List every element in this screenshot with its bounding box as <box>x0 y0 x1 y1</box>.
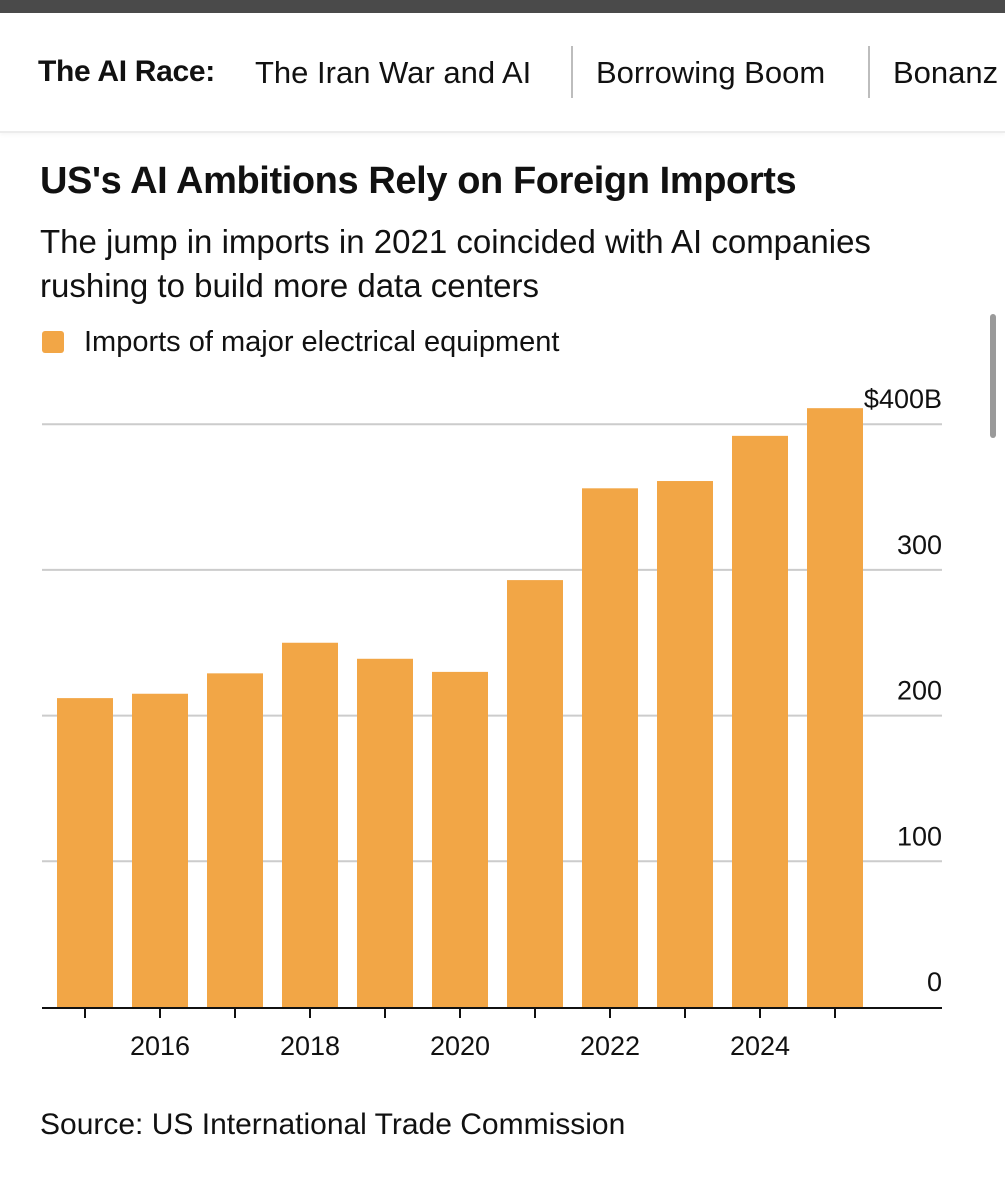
legend-swatch <box>42 331 64 353</box>
y-tick-label-400: $400B <box>864 384 942 414</box>
bar-2024 <box>732 435 788 1008</box>
nav-series-label: The AI Race: <box>38 55 216 88</box>
bar-2015 <box>57 698 113 1007</box>
y-tick-label-0: 0 <box>927 967 942 997</box>
x-tick-label-2016: 2016 <box>130 1031 190 1061</box>
x-tick-label-2022: 2022 <box>580 1031 640 1061</box>
y-tick-label-100: 100 <box>897 821 942 851</box>
chart-legend: Imports of major electrical equipment <box>42 322 559 362</box>
bar-2025 <box>807 408 863 1008</box>
x-tick-label-2024: 2024 <box>730 1031 790 1061</box>
bar-2019 <box>357 658 413 1007</box>
bar-2016 <box>132 693 188 1007</box>
story-navigation: The AI Race: The Iran War and AI Borrowi… <box>0 13 1005 133</box>
x-tick-label-2020: 2020 <box>430 1031 490 1061</box>
scrollbar[interactable] <box>990 314 996 438</box>
bar-2022 <box>582 488 638 1007</box>
chart-title: US's AI Ambitions Rely on Foreign Import… <box>40 160 797 202</box>
bar-2020 <box>432 671 488 1007</box>
chart-subtitle: The jump in imports in 2021 coincided wi… <box>40 223 871 304</box>
bar-2023 <box>657 481 713 1007</box>
chart-source: Source: US International Trade Commissio… <box>40 1108 626 1141</box>
nav-link-borrowing-boom[interactable]: Borrowing Boom <box>596 55 826 90</box>
nav-divider <box>571 46 573 98</box>
top-bar <box>0 0 1005 13</box>
nav-link-bonanza[interactable]: Bonanz <box>893 55 999 90</box>
y-tick-label-200: 200 <box>897 676 942 706</box>
bar-2017 <box>207 673 263 1007</box>
bar-chart: 2016 2018 2020 2022 2024 0 100 200 300 $400B <box>42 384 942 1061</box>
y-tick-label-300: 300 <box>897 530 942 560</box>
bar-2021 <box>507 580 563 1007</box>
x-tick-label-2018: 2018 <box>280 1031 340 1061</box>
legend-label: Imports of major electrical equipment <box>84 325 560 358</box>
nav-link-iran-war-and-ai[interactable]: The Iran War and AI <box>255 55 532 90</box>
bar-2018 <box>282 642 338 1007</box>
nav-divider <box>868 46 870 98</box>
